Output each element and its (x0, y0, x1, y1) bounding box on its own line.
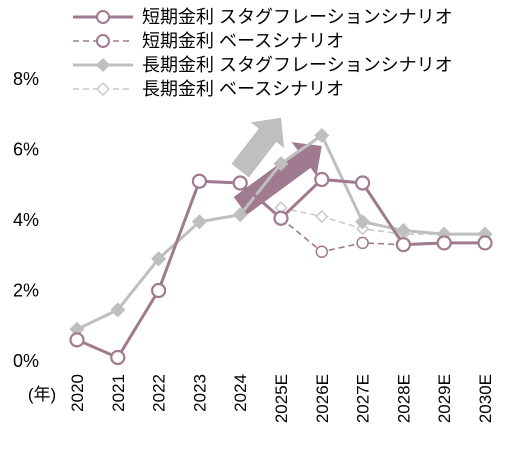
data-point (232, 175, 248, 191)
data-point (273, 210, 289, 226)
x-tick-label: 2029E (435, 374, 454, 423)
x-tick-label: 2023 (190, 374, 209, 412)
data-point (232, 207, 248, 223)
x-tick-label: 2022 (150, 374, 169, 412)
legend-label: 長期金利 スタグフレーションシナリオ (142, 55, 453, 75)
data-point (314, 171, 330, 188)
x-tick-label: 2027E (354, 374, 373, 423)
data-point (395, 223, 411, 239)
legend-marker (96, 10, 110, 24)
x-tick-label: 2025E (272, 374, 291, 423)
data-point (355, 175, 371, 191)
legend-marker (95, 57, 111, 73)
series-0 (69, 171, 493, 366)
data-point (315, 209, 329, 224)
legend-label: 短期金利 ベースシナリオ (142, 31, 344, 51)
legend-entry: 長期金利 スタグフレーションシナリオ (73, 55, 453, 75)
legend-marker (95, 81, 111, 97)
data-point (355, 214, 371, 230)
x-axis-unit-label: (年) (28, 385, 56, 404)
series-layer (69, 127, 493, 366)
data-point (395, 237, 411, 253)
x-tick-label: 2026E (313, 374, 332, 423)
data-point (315, 245, 329, 258)
x-tick-label: 2030E (476, 374, 495, 423)
data-point (477, 235, 493, 251)
data-point (110, 349, 126, 366)
x-tick-label: 2021 (109, 374, 128, 412)
data-point (151, 251, 167, 267)
data-point (69, 332, 85, 348)
data-point (191, 214, 207, 230)
data-point (151, 282, 167, 299)
data-point (273, 156, 289, 172)
data-point (191, 173, 207, 189)
x-tick-label: 2028E (394, 374, 413, 423)
y-tick-label: 2% (13, 281, 39, 301)
y-tick-label: 6% (13, 140, 39, 160)
data-point (314, 127, 330, 143)
data-point (436, 235, 452, 251)
data-point (110, 302, 126, 318)
legend-entry: 長期金利 ベースシナリオ (73, 79, 344, 99)
y-tick-label: 4% (13, 210, 39, 230)
legend-entry: 短期金利 スタグフレーションシナリオ (73, 7, 453, 27)
x-tick-label: 2020 (68, 374, 87, 412)
y-tick-label: 0% (13, 351, 39, 371)
y-tick-label: 8% (13, 69, 39, 89)
series-2 (69, 127, 493, 337)
legend-marker (96, 34, 110, 48)
data-point (356, 236, 369, 250)
x-axis: 2020 2021 2022 2023 2024 2025E 2026E 2027E 2028E… (68, 374, 495, 423)
legend-label: 長期金利 ベースシナリオ (142, 79, 344, 99)
y-axis: 0% 2% 4% 6% 8% (13, 69, 39, 371)
legend-label: 短期金利 スタグフレーションシナリオ (142, 7, 453, 27)
x-tick-label: 2024 (231, 374, 250, 412)
trend-arrow (231, 117, 285, 178)
legend-entry: 短期金利 ベースシナリオ (73, 31, 344, 51)
